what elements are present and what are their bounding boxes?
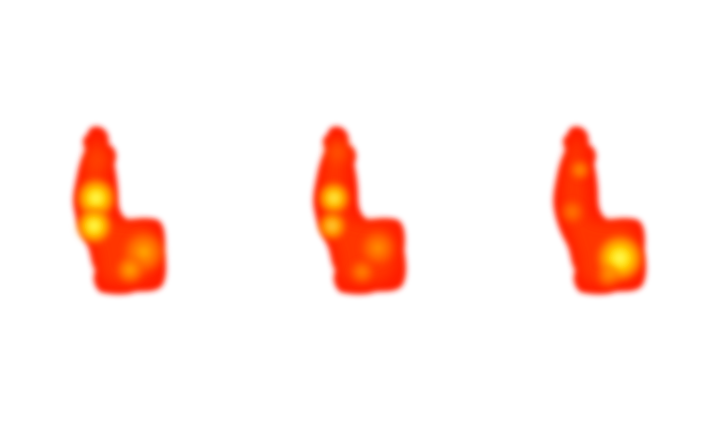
heatmap-blob-right-graphic <box>538 120 646 310</box>
heatmap-blob-left <box>58 120 188 310</box>
heatmap-blob-middle <box>298 120 428 310</box>
heatmap-blob-right <box>538 120 668 310</box>
heatmap-blob-left-graphic <box>58 120 168 310</box>
heatmap-blob-middle-graphic <box>298 120 428 310</box>
